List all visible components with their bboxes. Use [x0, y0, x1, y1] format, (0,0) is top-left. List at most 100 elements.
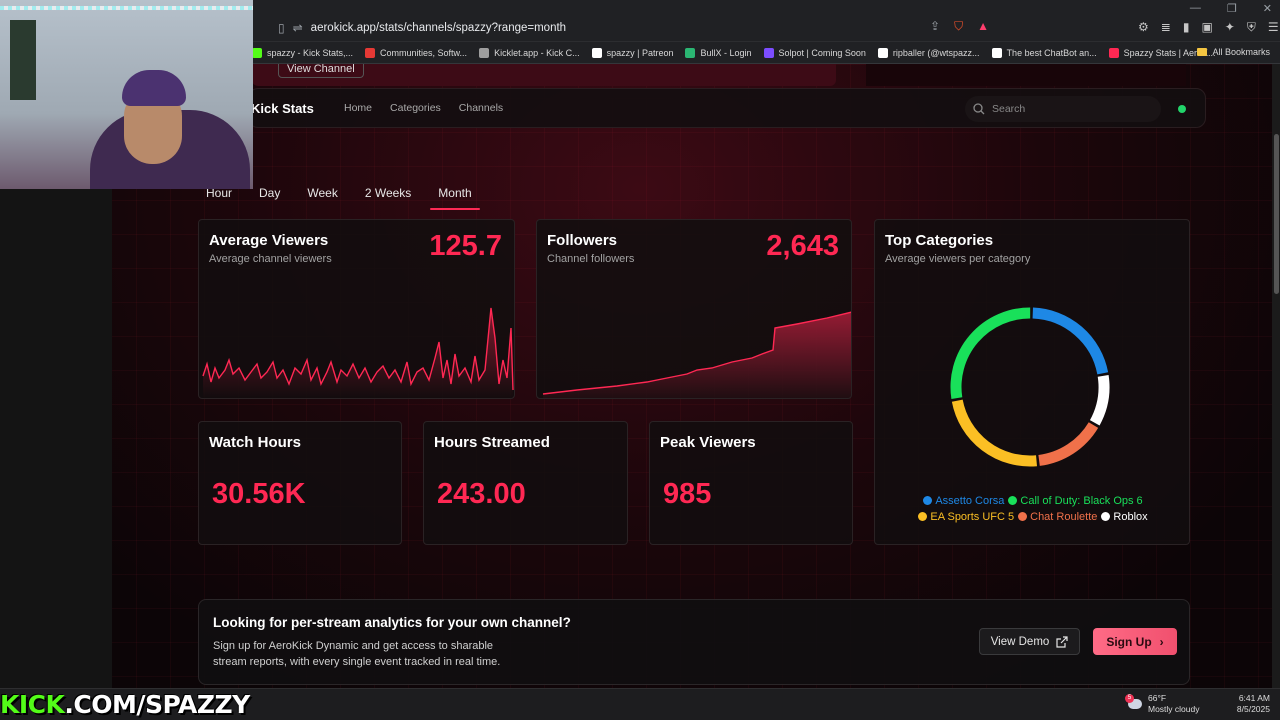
search-input[interactable] — [992, 103, 1142, 115]
bookmark-item[interactable]: The best ChatBot an... — [991, 47, 1097, 58]
category-legend: Assetto Corsa Call of Duty: Black Ops 6 EA… — [875, 493, 1189, 525]
share-icon[interactable]: ⇪ — [930, 19, 941, 33]
legend-dot-icon — [1018, 512, 1028, 521]
restore-icon[interactable]: ❐ — [1226, 3, 1237, 15]
brand-logo[interactable]: Kick Stats — [251, 101, 314, 116]
taskbar — [0, 688, 1280, 720]
cta-heading: Looking for per-stream analytics for you… — [213, 615, 571, 630]
bookmark-item[interactable]: ripballer (@wtspazz... — [877, 47, 980, 58]
view-channel-button[interactable]: View Channel — [278, 64, 364, 78]
brave-shield-icon[interactable]: ⛉ — [954, 19, 964, 33]
bookmark-favicon-icon — [763, 47, 774, 58]
tab-hour[interactable]: Hour — [206, 186, 233, 200]
avg-viewers-sparkline — [202, 307, 514, 398]
legend-item[interactable]: Call of Duty: Black Ops 6 — [1008, 495, 1143, 507]
bookmark-item[interactable]: Solpot | Coming Soon — [763, 47, 866, 58]
menu-icon[interactable]: ☰ — [1267, 20, 1279, 34]
vpn-icon[interactable]: ⛨ — [1246, 20, 1256, 34]
bookmark-favicon-icon — [591, 47, 602, 58]
leo-ai-icon[interactable]: ✦ — [1224, 20, 1235, 34]
legend-dot-icon — [918, 512, 928, 521]
window-controls: — ❐ ✕ — [1190, 2, 1272, 15]
card-subtitle: Channel followers — [547, 253, 635, 265]
card-title: Watch Hours — [209, 434, 301, 451]
sparkline-line — [542, 311, 851, 395]
reader-icon[interactable]: ≣ — [1160, 20, 1171, 34]
brave-rewards-icon[interactable]: ▲ — [977, 19, 989, 33]
legend-dot-icon — [1101, 512, 1111, 521]
site-nav: Kick Stats Home Categories Channels — [248, 88, 1206, 128]
sign-up-button[interactable]: Sign Up › — [1093, 628, 1177, 655]
hours-streamed-value: 243.00 — [437, 478, 526, 510]
search-box[interactable] — [965, 96, 1161, 122]
donut-slice-ea-sports-ufc-5[interactable] — [951, 399, 1037, 467]
top-categories-card: Top Categories Average viewers per categ… — [874, 219, 1190, 545]
taskbar-clock[interactable]: 6:41 AM 8/5/2025 — [1236, 693, 1270, 714]
close-icon[interactable]: ✕ — [1262, 3, 1272, 15]
nav-links: Home Categories Channels — [344, 102, 503, 114]
sparkline-area — [543, 312, 851, 398]
legend-dot-icon — [923, 496, 933, 505]
minimize-icon[interactable]: — — [1189, 2, 1201, 14]
wallet-icon[interactable]: ▣ — [1201, 20, 1213, 34]
view-demo-button[interactable]: View Demo — [979, 628, 1080, 655]
stream-url-overlay: KICK.COM/SPAZZY — [0, 690, 250, 719]
streamer-figure — [90, 70, 250, 189]
bookmark-item[interactable]: spazzy - Kick Stats,... — [252, 47, 353, 58]
legend-item[interactable]: EA Sports UFC 5 — [918, 511, 1014, 523]
scroll-thumb[interactable] — [1274, 134, 1279, 294]
extensions-icon[interactable]: ⚙ — [1138, 20, 1149, 34]
weather-widget[interactable]: 5 66°F Mostly cloudy — [1125, 693, 1200, 715]
donut-slice-call-of-duty-black-ops-6[interactable] — [950, 307, 1031, 399]
donut-slice-chat-roulette[interactable] — [1038, 422, 1099, 466]
watch-hours-value: 30.56K — [212, 478, 306, 510]
address-actions: ⇪ ⛉ ▲ — [930, 19, 989, 34]
legend-item[interactable]: Roblox — [1101, 511, 1148, 523]
status-indicator — [1178, 105, 1186, 113]
url-text[interactable]: aerokick.app/stats/channels/spazzy?range… — [310, 22, 567, 34]
tab-day[interactable]: Day — [259, 186, 281, 200]
tab-week[interactable]: Week — [307, 186, 338, 200]
donut-slice-assetto-corsa[interactable] — [1032, 307, 1109, 375]
cta-body: Sign up for AeroKick Dynamic and get acc… — [213, 640, 501, 668]
bookmark-favicon-icon — [479, 47, 490, 58]
bookmark-favicon-icon — [365, 47, 376, 58]
legend-row: Assetto Corsa Call of Duty: Black Ops 6 — [875, 493, 1189, 509]
site-settings-icon[interactable]: ⇌ — [292, 21, 303, 35]
bookmark-item[interactable]: Spazzy Stats | AeroK... — [1108, 47, 1216, 58]
card-title: Top Categories — [885, 232, 994, 249]
card-title: Average Viewers — [209, 232, 329, 249]
bookmark-item[interactable]: Communities, Softw... — [365, 47, 467, 58]
bookmark-favicon-icon — [1108, 47, 1119, 58]
bookmark-icon[interactable]: ▯ — [278, 21, 285, 35]
hours-streamed-card: Hours Streamed 243.00 — [423, 421, 628, 545]
sidebar-icon[interactable]: ▮ — [1182, 20, 1190, 34]
watch-hours-card: Watch Hours 30.56K — [198, 421, 402, 545]
nav-link-home[interactable]: Home — [344, 102, 373, 114]
card-title: Followers — [547, 232, 618, 249]
address-bar[interactable]: ▯ ⇌ aerokick.app/stats/channels/spazzy?r… — [278, 17, 998, 39]
scrollbar[interactable] — [1272, 64, 1280, 688]
sparkline-line — [202, 307, 514, 391]
bookmark-item[interactable]: spazzy | Patreon — [591, 47, 673, 58]
header-stats-strip — [866, 64, 1186, 86]
tab-month[interactable]: Month — [430, 184, 481, 210]
bookmarks-bar: spazzy - Kick Stats,... Communities, Soft… — [0, 42, 1280, 64]
bookmark-item[interactable]: BullX - Login — [685, 47, 752, 58]
channel-header-strip: View Channel — [252, 64, 836, 86]
led-lights — [0, 6, 253, 10]
legend-item[interactable]: Assetto Corsa — [923, 495, 1004, 507]
nav-link-channels[interactable]: Channels — [458, 102, 504, 114]
followers-card: Followers Channel followers 2,643 — [536, 219, 852, 399]
legend-item[interactable]: Chat Roulette — [1018, 511, 1097, 523]
avg-viewers-card: Average Viewers Average channel viewers … — [198, 219, 515, 399]
bookmark-item[interactable]: Kicklet.app - Kick C... — [479, 47, 580, 58]
signup-cta-banner: Looking for per-stream analytics for you… — [198, 599, 1190, 685]
nav-link-categories[interactable]: Categories — [390, 102, 441, 114]
tab-2-weeks[interactable]: 2 Weeks — [364, 186, 412, 200]
donut-slice-roblox[interactable] — [1089, 375, 1110, 426]
webcam-shelf — [10, 20, 36, 100]
bookmark-favicon-icon — [685, 47, 696, 58]
all-bookmarks[interactable]: All Bookmarks — [1197, 47, 1270, 57]
